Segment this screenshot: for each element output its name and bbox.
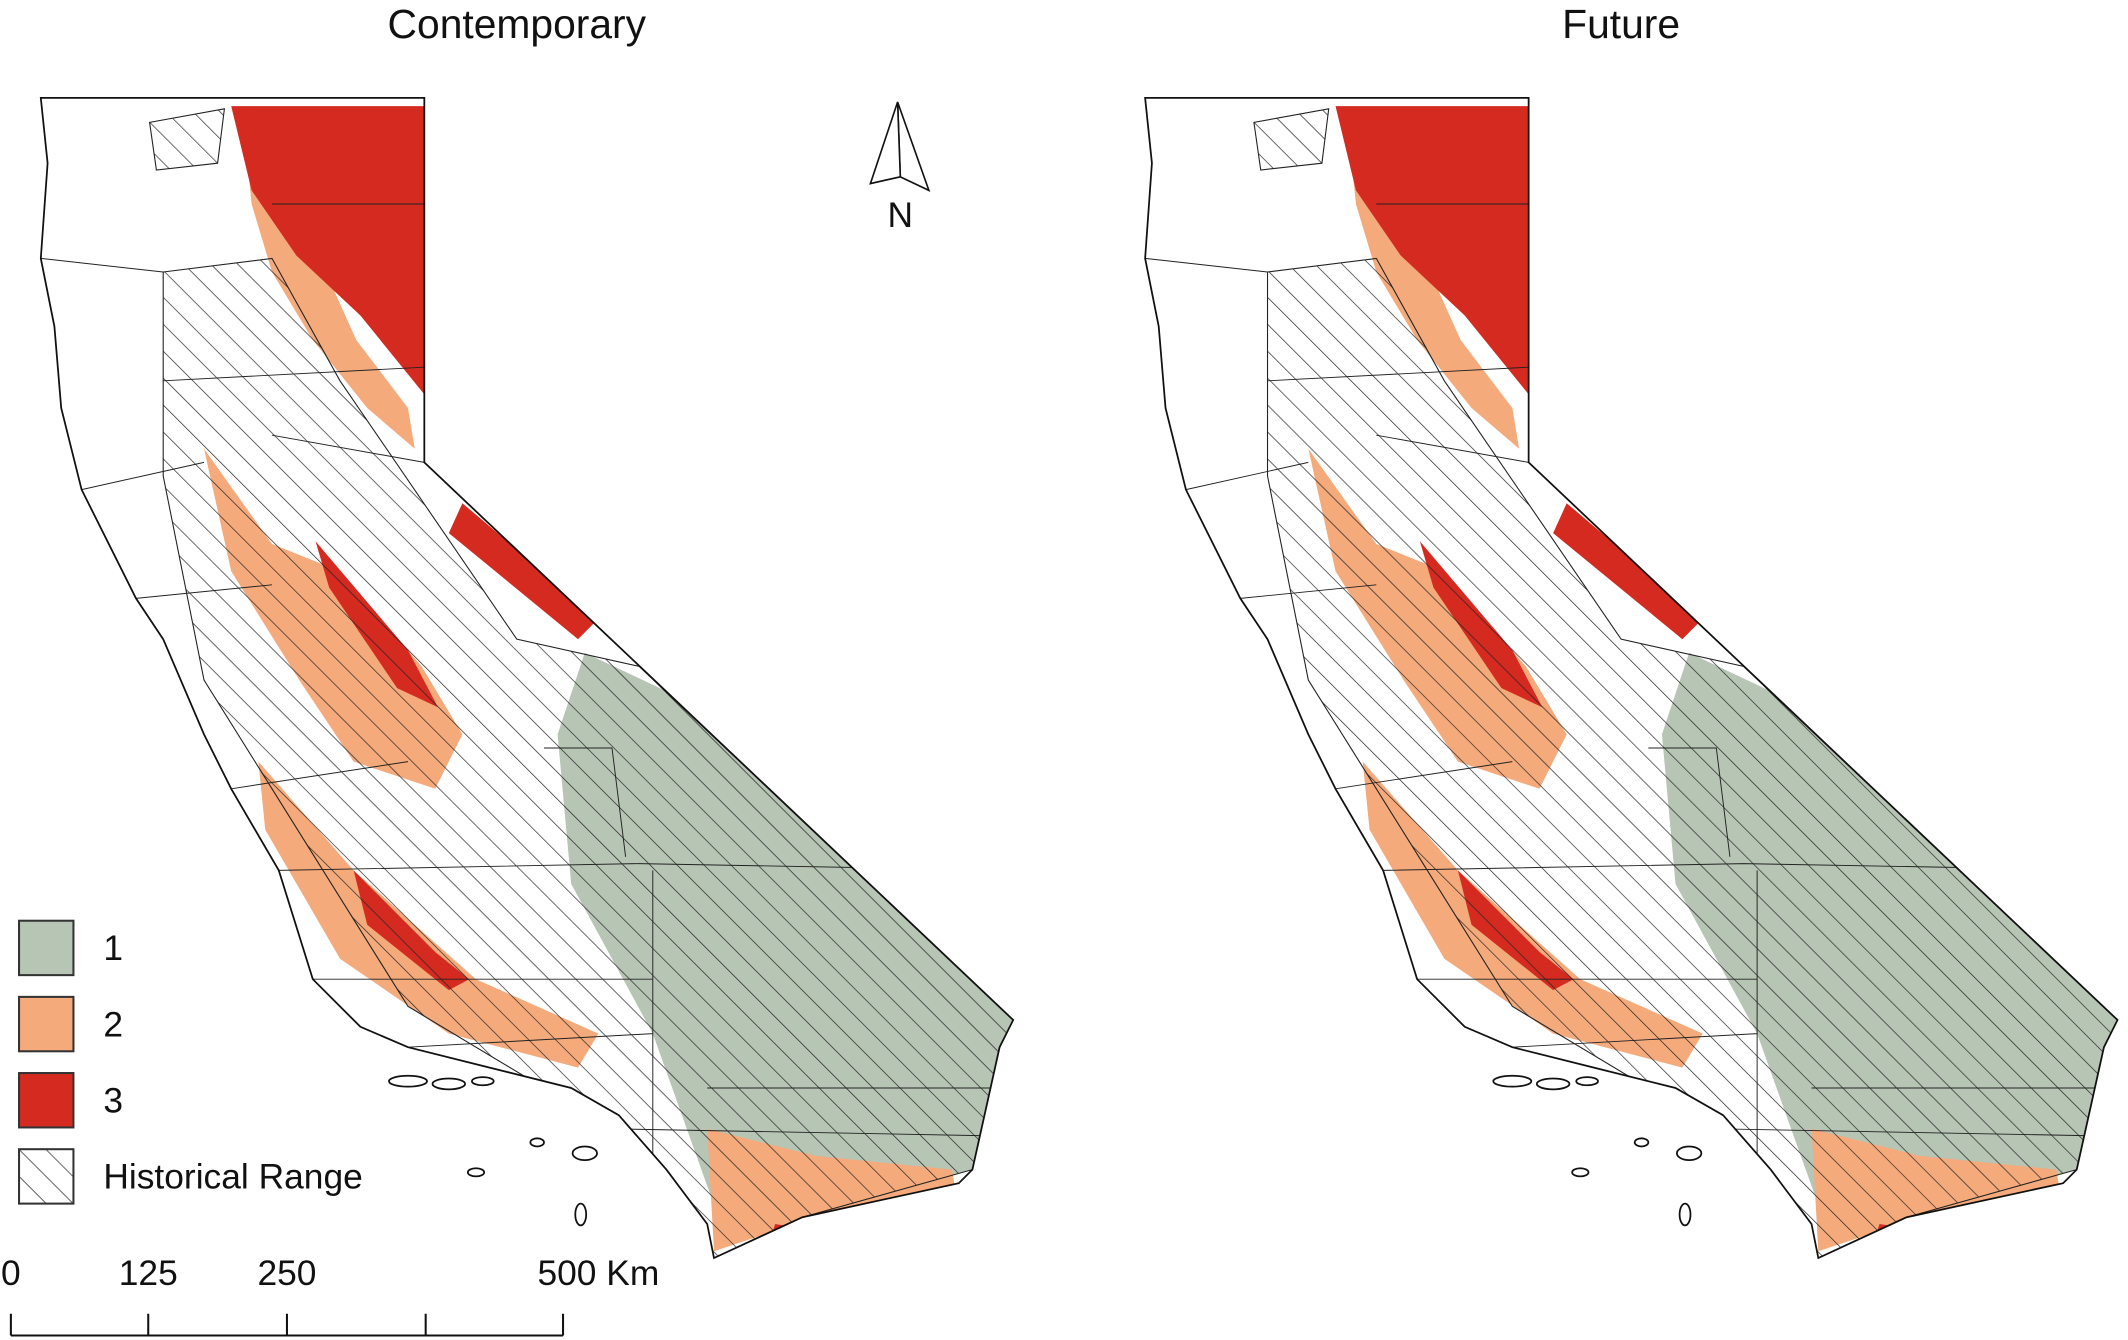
map-title: Contemporary bbox=[388, 1, 647, 47]
north-label: N bbox=[888, 196, 914, 235]
map-title: Future bbox=[1562, 1, 1680, 47]
legend-swatch bbox=[18, 919, 75, 977]
legend-swatch bbox=[18, 1148, 75, 1205]
scale-bar: 0 125 250 500 Km bbox=[1, 1254, 659, 1337]
legend-swatch bbox=[18, 1072, 75, 1129]
map-future bbox=[1145, 98, 2117, 1258]
legend-label: 1 bbox=[103, 929, 123, 968]
legend-label: 3 bbox=[103, 1081, 123, 1120]
legend-label: 2 bbox=[103, 1005, 123, 1044]
scale-label: 500 Km bbox=[537, 1254, 659, 1293]
legend-swatch bbox=[18, 995, 75, 1053]
legend-label: Historical Range bbox=[103, 1158, 362, 1197]
north-arrow: N bbox=[869, 101, 931, 235]
legend: 1 2 3 Historical Range bbox=[18, 919, 363, 1205]
scale-label: 250 bbox=[257, 1254, 316, 1293]
scale-label: 0 bbox=[1, 1254, 21, 1293]
map-contemporary bbox=[41, 98, 1013, 1258]
scale-label: 125 bbox=[119, 1254, 178, 1293]
